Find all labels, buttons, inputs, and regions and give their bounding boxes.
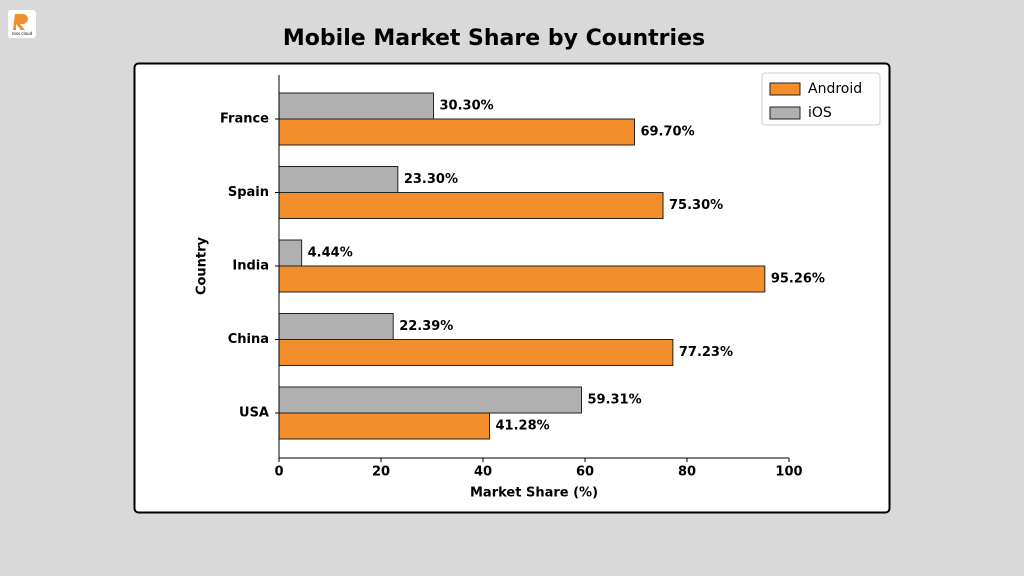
bar — [278, 92, 435, 120]
y-tick-label: India — [232, 259, 269, 274]
chart-title: Mobile Market Share by Countries — [283, 26, 705, 51]
y-tick-label: USA — [239, 406, 269, 421]
legend-swatch — [769, 106, 801, 120]
bar — [278, 386, 582, 414]
x-tick-label: 100 — [775, 465, 802, 480]
value-label: 4.44% — [308, 246, 353, 261]
x-tick-label: 60 — [576, 465, 594, 480]
bar — [278, 192, 664, 219]
y-tick-label: China — [228, 332, 269, 347]
x-tick-label: 0 — [274, 465, 283, 480]
x-tick-label: 80 — [678, 465, 696, 480]
x-tick-label: 20 — [372, 465, 390, 480]
y-tick-label: Spain — [228, 185, 269, 200]
bar — [278, 118, 635, 146]
legend-label: iOS — [808, 105, 832, 121]
value-label: 69.70% — [640, 125, 694, 140]
bar — [278, 339, 674, 366]
value-label: 41.28% — [496, 419, 550, 434]
value-label: 30.30% — [440, 99, 494, 114]
plot-area: USA 41.28% 59.31% China 77.23% 22.39% India 95.… — [220, 72, 881, 480]
value-label: 75.30% — [669, 198, 723, 213]
value-label: 95.26% — [771, 272, 825, 287]
logo-text: ross cloud — [12, 31, 33, 36]
value-label: 77.23% — [679, 345, 733, 360]
y-axis-title: Country — [195, 236, 210, 295]
value-label: 22.39% — [399, 319, 453, 334]
legend-swatch — [769, 82, 801, 96]
bar — [278, 265, 766, 293]
x-tick-label: 40 — [474, 465, 492, 480]
logo-mark — [13, 14, 28, 30]
bar — [278, 313, 394, 340]
bar — [278, 166, 399, 193]
x-axis-title: Market Share (%) — [470, 486, 598, 501]
legend-label: Android — [808, 81, 862, 97]
bar — [278, 239, 303, 267]
value-label: 23.30% — [404, 172, 458, 187]
bar — [278, 412, 491, 440]
y-tick-label: France — [220, 112, 269, 127]
value-label: 59.31% — [587, 393, 641, 408]
